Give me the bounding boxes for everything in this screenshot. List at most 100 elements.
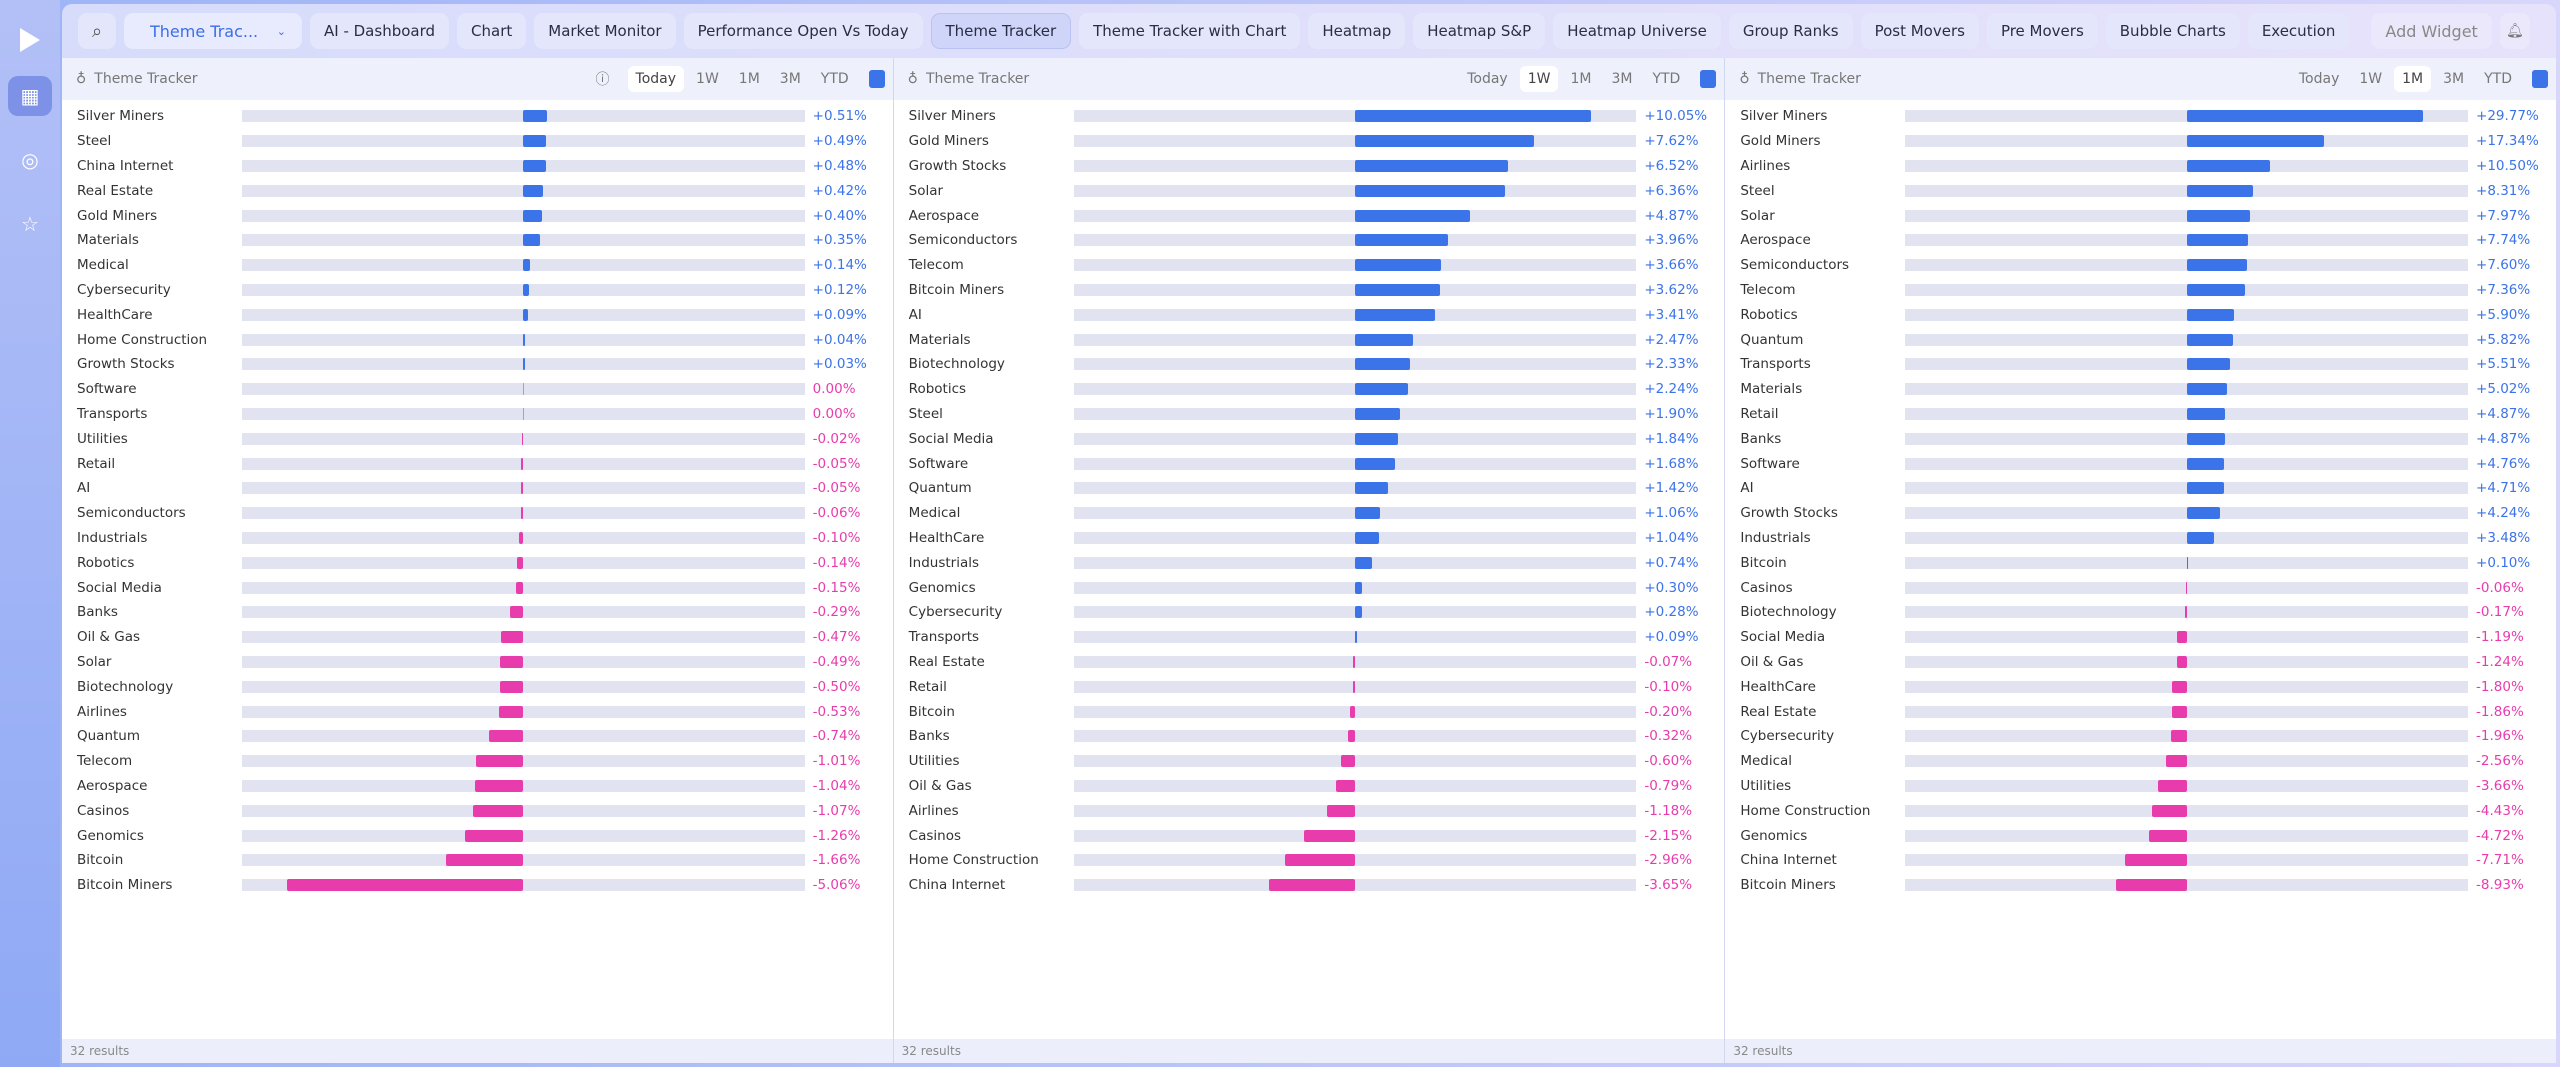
list-item[interactable]: Bitcoin +0.10% — [1725, 550, 2556, 575]
tab-heatmap-universe[interactable]: Heatmap Universe — [1553, 13, 1721, 49]
list-item[interactable]: Semiconductors +7.60% — [1725, 253, 2556, 278]
list-item[interactable]: Aerospace +7.74% — [1725, 228, 2556, 253]
dashboard-icon[interactable]: ▦ — [8, 76, 52, 116]
list-item[interactable]: Silver Miners +10.05% — [894, 104, 1725, 129]
list-item[interactable]: Solar +6.36% — [894, 178, 1725, 203]
list-item[interactable]: Social Media -1.19% — [1725, 625, 2556, 650]
tab-post-movers[interactable]: Post Movers — [1860, 13, 1979, 49]
list-item[interactable]: Telecom -1.01% — [62, 749, 893, 774]
list-item[interactable]: Growth Stocks +4.24% — [1725, 501, 2556, 526]
list-item[interactable]: HealthCare +1.04% — [894, 526, 1725, 551]
color-toggle[interactable] — [868, 70, 885, 88]
list-item[interactable]: Industrials +3.48% — [1725, 526, 2556, 551]
list-item[interactable]: Casinos -0.06% — [1725, 575, 2556, 600]
list-item[interactable]: Solar +7.97% — [1725, 203, 2556, 228]
period-ytd[interactable]: YTD — [820, 71, 849, 87]
period-1w[interactable]: 1W — [1519, 66, 1559, 92]
period-3m[interactable]: 3M — [2443, 71, 2465, 87]
color-toggle[interactable] — [2532, 70, 2549, 88]
list-item[interactable]: Banks -0.29% — [62, 600, 893, 625]
list-item[interactable]: Gold Miners +0.40% — [62, 203, 893, 228]
period-today[interactable]: Today — [627, 66, 685, 92]
list-item[interactable]: Semiconductors +3.96% — [894, 228, 1725, 253]
list-item[interactable]: Genomics -4.72% — [1725, 823, 2556, 848]
list-item[interactable]: Aerospace -1.04% — [62, 774, 893, 799]
list-item[interactable]: Cybersecurity -1.96% — [1725, 724, 2556, 749]
list-item[interactable]: Aerospace +4.87% — [894, 203, 1725, 228]
tab-performance-open-vs-today[interactable]: Performance Open Vs Today — [683, 13, 923, 49]
list-item[interactable]: Quantum +5.82% — [1725, 327, 2556, 352]
list-item[interactable]: Industrials +0.74% — [894, 550, 1725, 575]
list-item[interactable]: Transports +5.51% — [1725, 352, 2556, 377]
list-item[interactable]: Bitcoin -1.66% — [62, 848, 893, 873]
list-item[interactable]: Biotechnology +2.33% — [894, 352, 1725, 377]
list-item[interactable]: Materials +5.02% — [1725, 377, 2556, 402]
list-item[interactable]: Semiconductors -0.06% — [62, 501, 893, 526]
list-item[interactable]: Telecom +3.66% — [894, 253, 1725, 278]
list-item[interactable]: AI +4.71% — [1725, 476, 2556, 501]
list-item[interactable]: Software +1.68% — [894, 451, 1725, 476]
tab-market-monitor[interactable]: Market Monitor — [534, 13, 676, 49]
list-item[interactable]: Casinos -2.15% — [894, 823, 1725, 848]
list-item[interactable]: Bitcoin Miners -8.93% — [1725, 873, 2556, 898]
list-item[interactable]: Retail +4.87% — [1725, 402, 2556, 427]
list-item[interactable]: China Internet +0.48% — [62, 154, 893, 179]
list-item[interactable]: Biotechnology -0.17% — [1725, 600, 2556, 625]
list-item[interactable]: Utilities -0.02% — [62, 426, 893, 451]
list-item[interactable]: Growth Stocks +0.03% — [62, 352, 893, 377]
list-item[interactable]: Software 0.00% — [62, 377, 893, 402]
list-item[interactable]: Telecom +7.36% — [1725, 278, 2556, 303]
list-item[interactable]: Retail -0.10% — [894, 674, 1725, 699]
period-1m[interactable]: 1M — [1570, 71, 1592, 87]
list-item[interactable]: China Internet -7.71% — [1725, 848, 2556, 873]
tab-chart[interactable]: Chart — [457, 13, 527, 49]
search-button[interactable]: ⌕ — [78, 13, 116, 49]
list-item[interactable]: Social Media -0.15% — [62, 575, 893, 600]
list-item[interactable]: Transports +0.09% — [894, 625, 1725, 650]
list-item[interactable]: Steel +0.49% — [62, 129, 893, 154]
list-item[interactable]: Casinos -1.07% — [62, 798, 893, 823]
list-item[interactable]: Airlines -1.18% — [894, 798, 1725, 823]
list-item[interactable]: AI +3.41% — [894, 302, 1725, 327]
period-3m[interactable]: 3M — [1611, 71, 1633, 87]
list-item[interactable]: Materials +0.35% — [62, 228, 893, 253]
list-item[interactable]: Medical +0.14% — [62, 253, 893, 278]
period-3m[interactable]: 3M — [779, 71, 801, 87]
list-item[interactable]: Oil & Gas -1.24% — [1725, 650, 2556, 675]
list-item[interactable]: Cybersecurity +0.12% — [62, 278, 893, 303]
list-item[interactable]: Bitcoin Miners -5.06% — [62, 873, 893, 898]
period-1m[interactable]: 1M — [2394, 66, 2432, 92]
list-item[interactable]: Home Construction +0.04% — [62, 327, 893, 352]
period-today[interactable]: Today — [2298, 71, 2340, 87]
list-item[interactable]: HealthCare +0.09% — [62, 302, 893, 327]
list-item[interactable]: Utilities -0.60% — [894, 749, 1725, 774]
list-item[interactable]: Social Media +1.84% — [894, 426, 1725, 451]
list-item[interactable]: Materials +2.47% — [894, 327, 1725, 352]
list-item[interactable]: Gold Miners +7.62% — [894, 129, 1725, 154]
list-item[interactable]: Home Construction -4.43% — [1725, 798, 2556, 823]
list-item[interactable]: Bitcoin Miners +3.62% — [894, 278, 1725, 303]
list-item[interactable]: Utilities -3.66% — [1725, 774, 2556, 799]
period-ytd[interactable]: YTD — [1652, 71, 1681, 87]
list-item[interactable]: Gold Miners +17.34% — [1725, 129, 2556, 154]
period-today[interactable]: Today — [1467, 71, 1508, 87]
info-icon[interactable]: ⓘ — [595, 72, 610, 88]
period-1w[interactable]: 1W — [696, 71, 719, 87]
list-item[interactable]: Robotics +2.24% — [894, 377, 1725, 402]
list-item[interactable]: Airlines +10.50% — [1725, 154, 2556, 179]
bell-icon[interactable]: 🔔︎ — [2499, 13, 2530, 49]
list-item[interactable]: Oil & Gas -0.47% — [62, 625, 893, 650]
logo-icon[interactable] — [20, 28, 40, 52]
star-icon[interactable]: ☆ — [21, 212, 39, 236]
list-item[interactable]: Banks +4.87% — [1725, 426, 2556, 451]
tab-bubble-charts[interactable]: Bubble Charts — [2105, 13, 2240, 49]
tab-group-ranks[interactable]: Group Ranks — [1728, 13, 1853, 49]
list-item[interactable]: Home Construction -2.96% — [894, 848, 1725, 873]
tab-theme-tracker[interactable]: Theme Tracker — [930, 13, 1072, 49]
list-item[interactable]: Solar -0.49% — [62, 650, 893, 675]
list-item[interactable]: Quantum -0.74% — [62, 724, 893, 749]
list-item[interactable]: Retail -0.05% — [62, 451, 893, 476]
list-item[interactable]: China Internet -3.65% — [894, 873, 1725, 898]
tab-heatmap[interactable]: Heatmap — [1308, 13, 1406, 49]
layout-select[interactable]: Theme Trac... ⌄ — [124, 13, 302, 49]
